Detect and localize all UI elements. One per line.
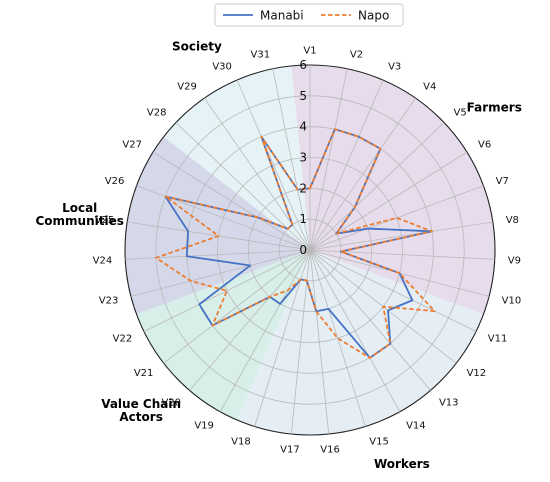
spoke-V4 bbox=[309, 97, 417, 251]
group-label-1: Workers bbox=[374, 457, 430, 471]
radial-tick-label: 2 bbox=[299, 181, 307, 195]
spoke-V31 bbox=[272, 68, 311, 251]
axis-label-V18: V18 bbox=[231, 436, 251, 447]
spoke-V20 bbox=[189, 249, 311, 391]
spoke-V11 bbox=[309, 249, 477, 332]
axis-label-V20: V20 bbox=[161, 397, 181, 408]
radial-tick-label: 0 bbox=[299, 243, 307, 257]
axis-label-V30: V30 bbox=[212, 62, 232, 73]
axis-label-V19: V19 bbox=[194, 420, 214, 431]
spoke-V7 bbox=[309, 185, 484, 251]
spoke-V23 bbox=[130, 249, 311, 297]
axis-label-V17: V17 bbox=[280, 444, 300, 455]
axis-label-V21: V21 bbox=[134, 368, 154, 379]
axis-label-V5: V5 bbox=[454, 108, 467, 119]
spoke-V8 bbox=[309, 221, 493, 251]
axis-label-V7: V7 bbox=[496, 176, 509, 187]
axis-label-V12: V12 bbox=[467, 368, 487, 379]
axis-label-V14: V14 bbox=[406, 420, 426, 431]
spoke-V27 bbox=[152, 151, 311, 251]
radial-tick-label: 5 bbox=[299, 89, 307, 103]
group-sector-2 bbox=[136, 250, 310, 421]
axis-label-V22: V22 bbox=[113, 334, 133, 345]
group-label-0: Farmers bbox=[467, 100, 522, 114]
group-label-3: Local Communities bbox=[35, 201, 123, 228]
group-label-4: Society bbox=[172, 39, 222, 53]
spoke-V15 bbox=[309, 249, 366, 427]
axis-label-V28: V28 bbox=[147, 108, 167, 119]
radial-tick-label: 3 bbox=[299, 151, 307, 165]
axis-label-V1: V1 bbox=[303, 46, 316, 57]
group-sector-4 bbox=[163, 65, 310, 250]
axis-label-V11: V11 bbox=[488, 334, 508, 345]
series-line-napo bbox=[155, 128, 436, 359]
axis-label-V8: V8 bbox=[506, 215, 519, 226]
spoke-V3 bbox=[309, 79, 384, 251]
group-label-2: Value Chain Actors bbox=[101, 397, 181, 424]
spoke-V16 bbox=[309, 249, 330, 435]
spoke-V19 bbox=[219, 249, 311, 412]
axis-label-V15: V15 bbox=[369, 436, 389, 447]
axis-label-V16: V16 bbox=[320, 444, 340, 455]
axis-label-V27: V27 bbox=[122, 140, 142, 151]
axis-label-V24: V24 bbox=[93, 256, 113, 267]
spoke-V30 bbox=[236, 79, 311, 251]
spoke-V21 bbox=[163, 249, 311, 364]
axis-label-V26: V26 bbox=[105, 176, 125, 187]
axis-label-V10: V10 bbox=[502, 296, 522, 307]
legend-label-manabi: Manabi bbox=[260, 9, 304, 23]
axis-label-V2: V2 bbox=[350, 50, 363, 61]
radial-tick-label: 4 bbox=[299, 120, 307, 134]
axis-label-V31: V31 bbox=[251, 50, 271, 61]
spoke-V14 bbox=[309, 249, 401, 412]
legend-label-napo: Napo bbox=[358, 9, 389, 23]
axis-label-V25: V25 bbox=[95, 215, 115, 226]
group-sector-3 bbox=[125, 136, 311, 315]
axis-label-V6: V6 bbox=[478, 140, 491, 151]
spoke-V13 bbox=[309, 249, 431, 391]
axis-label-V3: V3 bbox=[388, 62, 401, 73]
axis-label-V13: V13 bbox=[439, 397, 459, 408]
axis-label-V9: V9 bbox=[508, 256, 521, 267]
axis-label-V23: V23 bbox=[99, 296, 119, 307]
radial-tick-label: 1 bbox=[299, 212, 307, 226]
axis-label-V29: V29 bbox=[177, 81, 197, 92]
legend-box bbox=[214, 3, 404, 27]
spoke-V2 bbox=[309, 68, 348, 251]
spoke-V5 bbox=[309, 122, 445, 251]
spoke-V22 bbox=[143, 249, 311, 332]
radial-tick-label: 6 bbox=[299, 58, 307, 72]
axis-label-V4: V4 bbox=[423, 81, 436, 92]
